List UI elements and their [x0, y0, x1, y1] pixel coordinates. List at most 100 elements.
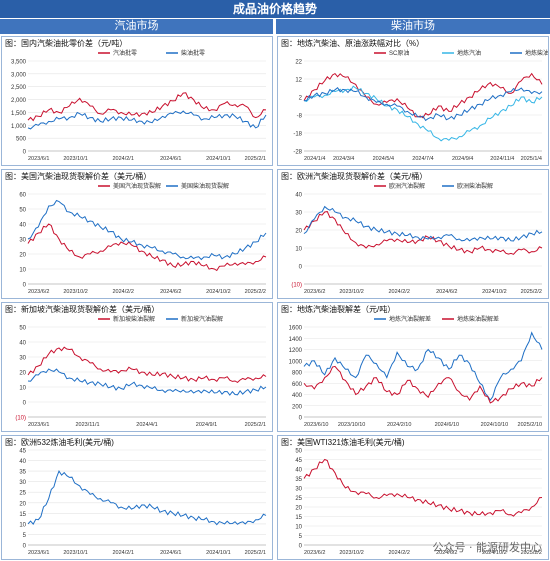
x-tick-label: 2025/2/2 [245, 289, 266, 295]
y-tick-label: 2 [299, 96, 303, 102]
y-tick-label: 5 [23, 533, 27, 539]
y-tick-label: 50 [19, 208, 26, 214]
series-line [303, 205, 543, 242]
chart-panel-6: 图：欧洲532炼油毛利(美元/桶) 0 5 10 15 20 25 30 35 40 45 2023… [1, 435, 273, 560]
y-tick-label: 0 [23, 544, 27, 550]
x-tick-label: 2024/10/1 [206, 550, 230, 556]
x-tick-label: 2024/10/10 [481, 422, 509, 428]
legend-label: 美国汽油现货裂解 [113, 182, 161, 190]
y-tick-label: 20 [295, 229, 302, 235]
y-tick-label: (10) [291, 283, 302, 289]
x-tick-label: 2025/2/1 [245, 550, 266, 556]
x-tick-label: 2024/6/10 [435, 422, 459, 428]
series-line [27, 470, 267, 526]
y-tick-label: 2,000 [11, 98, 27, 104]
y-tick-label: 30 [19, 480, 26, 486]
series-line [303, 72, 543, 119]
x-tick-label: 2024/6/2 [160, 289, 181, 295]
series-line [27, 223, 267, 272]
series-line [27, 346, 267, 384]
y-tick-label: 600 [292, 382, 303, 388]
legend-label: 欧洲柴油裂解 [457, 182, 493, 190]
y-tick-label: 800 [292, 371, 303, 377]
x-tick-label: 2023/6/2 [28, 289, 49, 295]
x-tick-label: 2024/11/4 [490, 156, 514, 162]
series-line [303, 331, 543, 401]
x-tick-label: 2023/10/1 [63, 156, 87, 162]
chart-svg: 0 5 10 15 20 25 30 35 40 45 2023/6/1 2023/10/1 2024/… [19, 449, 267, 556]
y-tick-label: 30 [295, 487, 302, 493]
legend-label: 新加坡柴油裂解 [113, 315, 155, 323]
chart-title: 图：欧洲汽柴油现货裂解价差（美元/桶） [281, 172, 428, 181]
legend-label: 地炼柴油裂解差 [457, 315, 499, 323]
chart-panel-5: 图：地炼汽柴油裂解差（元/吨） 0 200 400 600 800 1000 1200 140… [277, 302, 549, 432]
x-tick-label: 2025/2/10 [518, 422, 542, 428]
y-tick-label: 1600 [289, 326, 303, 332]
y-tick-label: 0 [299, 265, 303, 271]
y-tick-label: 1,500 [11, 111, 27, 117]
y-tick-label: 0 [23, 401, 27, 407]
y-tick-label: 20 [295, 506, 302, 512]
x-tick-label: 2024/6/2 [436, 550, 457, 556]
chart-title: 图：新加坡汽柴油现货裂解价差（美元/桶） [5, 305, 160, 314]
x-tick-label: 2024/6/2 [436, 289, 457, 295]
x-tick-label: 2024/10/1 [206, 156, 230, 162]
x-tick-label: 2024/1/4 [304, 156, 325, 162]
x-tick-label: 2024/9/1 [196, 422, 217, 428]
y-tick-label: 40 [19, 341, 26, 347]
series-line [27, 92, 267, 122]
y-tick-label: 0 [23, 150, 27, 156]
x-tick-label: 2024/6/1 [160, 156, 181, 162]
y-tick-label: 1,000 [11, 124, 27, 130]
chart-svg: 0 10 20 30 40 50 60 2023/6/2 2023/10/2 2024/2/2 20… [19, 182, 267, 295]
chart-title: 图：地炼汽柴油裂解差（元/吨） [281, 305, 396, 314]
x-tick-label: 2023/10/2 [339, 289, 363, 295]
x-tick-label: 2023/10/10 [338, 422, 366, 428]
y-tick-label: 35 [295, 477, 302, 483]
x-tick-label: 2025/2/1 [245, 156, 266, 162]
y-tick-label: 30 [19, 356, 26, 362]
x-tick-label: 2024/5/4 [373, 156, 394, 162]
x-tick-label: 2023/11/1 [75, 422, 99, 428]
y-tick-label: 22 [295, 60, 302, 66]
x-tick-label: 2023/6/10 [304, 422, 328, 428]
x-tick-label: 2024/2/1 [112, 550, 133, 556]
y-tick-label: -18 [293, 132, 302, 138]
chart-title: 图：美国WTI321炼油毛利(美元/桶) [281, 438, 405, 447]
x-tick-label: 2023/6/1 [28, 422, 49, 428]
legend-label: SC原油 [389, 49, 409, 57]
y-tick-label: 200 [292, 404, 303, 410]
y-tick-label: 50 [295, 449, 302, 455]
y-tick-label: 45 [19, 449, 26, 455]
y-tick-label: 50 [19, 326, 26, 332]
series-line [27, 368, 267, 396]
legend-label: 柴油批零 [181, 49, 205, 57]
y-tick-label: 1000 [289, 359, 303, 365]
series-line [303, 86, 543, 122]
y-tick-label: 10 [19, 386, 26, 392]
y-tick-label: 20 [19, 371, 26, 377]
y-tick-label: 45 [295, 458, 302, 464]
y-tick-label: 0 [299, 416, 303, 422]
y-tick-label: 35 [19, 470, 26, 476]
x-tick-label: 2025/2/1 [245, 422, 266, 428]
y-tick-label: 3,000 [11, 72, 27, 78]
x-tick-label: 2023/6/1 [28, 550, 49, 556]
y-tick-label: 25 [295, 496, 302, 502]
y-tick-label: 5 [299, 534, 303, 540]
y-tick-label: -28 [293, 150, 302, 156]
y-tick-label: -8 [297, 114, 303, 120]
y-tick-label: 1200 [289, 348, 303, 354]
chart-title: 图：国内汽柴油批零价差（元/吨） [5, 39, 128, 48]
chart-panel-0: 图：国内汽柴油批零价差（元/吨） 0 500 1,000 1,500 2,000 2,50… [1, 36, 273, 166]
x-tick-label: 2024/2/10 [387, 422, 411, 428]
series-line [303, 85, 543, 142]
y-tick-label: (10) [15, 416, 26, 422]
x-tick-label: 2024/3/4 [333, 156, 354, 162]
legend-label: 地炼柴油 [525, 49, 548, 57]
y-tick-label: 15 [19, 512, 26, 518]
chart-svg: (10) 0 10 20 30 40 50 2023/6/1 2023/11/1 2024/4/1… [15, 315, 267, 428]
y-tick-label: 0 [299, 544, 303, 550]
legend-label: 欧洲汽油裂解 [389, 182, 425, 190]
series-line [303, 458, 543, 517]
